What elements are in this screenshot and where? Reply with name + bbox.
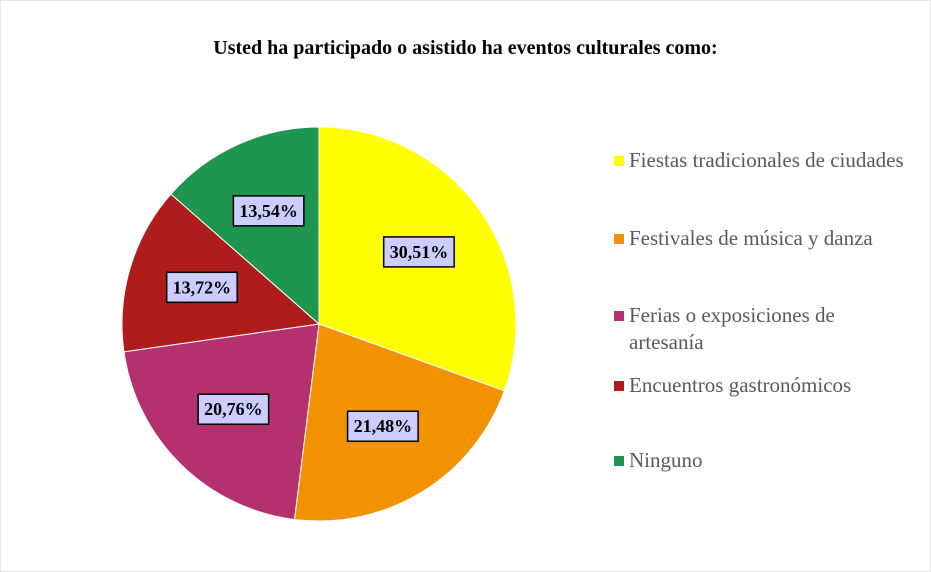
data-label-box (197, 393, 270, 425)
legend-swatch (613, 380, 625, 392)
legend-swatch (613, 455, 625, 467)
legend-label: Festivales de música y danza (629, 226, 873, 250)
data-label: 13,72% (165, 271, 238, 304)
data-label: 30,51% (382, 236, 455, 268)
data-label-text: 13,54% (239, 201, 298, 221)
data-label-text: 21,48% (354, 416, 413, 436)
data-label-box (232, 195, 305, 227)
data-label-text: 30,51% (390, 242, 449, 262)
legend-item: Festivales de música y danza (613, 225, 913, 252)
legend-label: Ferias o exposiciones de artesanía (629, 303, 835, 354)
data-label: 13,54% (232, 195, 305, 227)
data-label-box (382, 236, 455, 268)
legend-item: Ninguno (613, 447, 913, 474)
legend-swatch (613, 310, 625, 322)
data-label-box (346, 410, 419, 442)
data-label: 21,48% (346, 410, 419, 442)
legend-label: Fiestas tradicionales de ciudades (629, 148, 904, 172)
chart-title: Usted ha participado o asistido ha event… (213, 37, 718, 59)
legend-item: Ferias o exposiciones de artesanía (613, 302, 913, 356)
data-label: 20,76% (197, 393, 270, 425)
legend-swatch (613, 155, 625, 167)
data-label-text: 20,76% (204, 399, 263, 419)
legend-label: Encuentros gastronómicos (629, 373, 852, 397)
legend-item: Encuentros gastronómicos (613, 372, 913, 399)
legend-label: Ninguno (629, 448, 703, 472)
data-label-text: 13,72% (173, 277, 232, 297)
legend-item: Fiestas tradicionales de ciudades (613, 147, 913, 174)
legend-swatch (613, 233, 625, 245)
data-label-box (165, 271, 238, 304)
